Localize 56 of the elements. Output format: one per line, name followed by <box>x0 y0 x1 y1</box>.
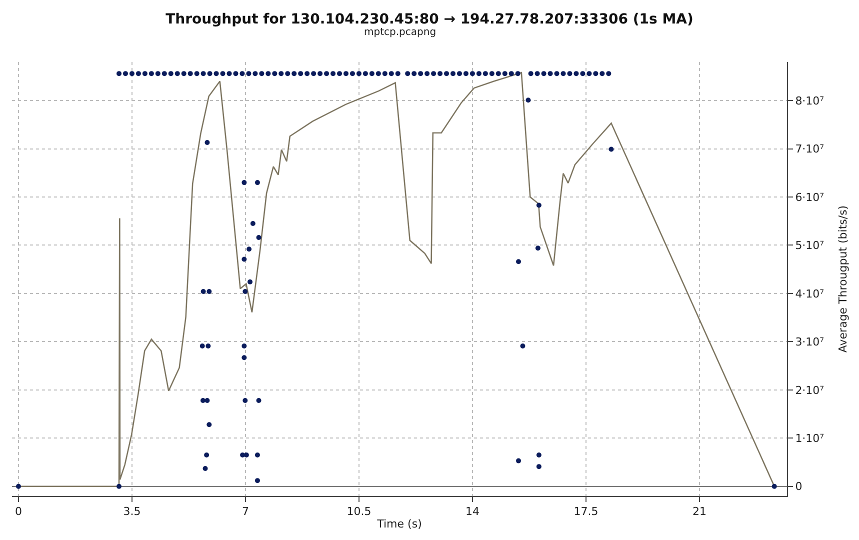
point <box>516 259 522 264</box>
y-tick-label: 2·10⁷ <box>795 384 824 397</box>
point <box>250 221 256 226</box>
point <box>256 398 262 404</box>
point <box>254 452 260 458</box>
chart-title: Throughput for 130.104.230.45:80 → 194.27.78.207:33306 (1s MA) <box>166 11 694 28</box>
point <box>536 452 542 458</box>
point <box>204 140 210 146</box>
x-tick-label: 14 <box>465 505 480 518</box>
x-tick-label: 21 <box>692 505 706 518</box>
point <box>520 344 526 349</box>
point <box>200 344 205 349</box>
point <box>206 422 212 428</box>
point <box>202 466 208 472</box>
chart-subtitle: mptcp.pcapng <box>364 27 436 38</box>
point <box>254 180 260 186</box>
point <box>248 279 253 284</box>
y-tick-label: 1·10⁷ <box>795 432 824 445</box>
point <box>535 246 540 251</box>
point <box>254 478 260 484</box>
point <box>242 289 248 294</box>
point <box>200 289 206 294</box>
y-tick-label: 7·10⁷ <box>795 142 824 156</box>
point <box>200 398 206 404</box>
point <box>206 289 212 294</box>
point <box>204 452 210 458</box>
x-axis-title: Time (s) <box>376 517 422 530</box>
x-tick-label: 0 <box>14 505 22 518</box>
point <box>526 98 531 103</box>
y-axis-title: Average Througput (bits/s) <box>836 205 850 353</box>
x-tick-label: 17.5 <box>574 505 598 518</box>
point <box>242 398 248 404</box>
x-tick-label: 3.5 <box>123 505 141 518</box>
point <box>242 344 247 349</box>
point <box>204 398 210 404</box>
point <box>242 355 247 360</box>
point <box>516 458 522 464</box>
point <box>242 180 247 186</box>
point <box>242 256 247 262</box>
y-tick-label: 5·10⁷ <box>795 239 824 252</box>
y-tick-label: 8·10⁷ <box>795 94 824 108</box>
point <box>256 235 262 240</box>
point <box>608 146 614 152</box>
y-tick-label: 4·10⁷ <box>795 287 824 300</box>
point <box>536 202 542 208</box>
point <box>536 464 542 470</box>
point <box>246 246 252 252</box>
y-tick-label: 0 <box>795 480 802 494</box>
y-tick-label: 6·10⁷ <box>795 190 824 204</box>
x-tick-label: 7 <box>242 505 249 518</box>
point <box>116 484 122 489</box>
point <box>206 344 211 349</box>
y-tick-label: 3·10⁷ <box>795 336 824 349</box>
point <box>772 484 777 489</box>
x-tick-label: 10.5 <box>346 505 372 518</box>
point <box>16 484 21 489</box>
